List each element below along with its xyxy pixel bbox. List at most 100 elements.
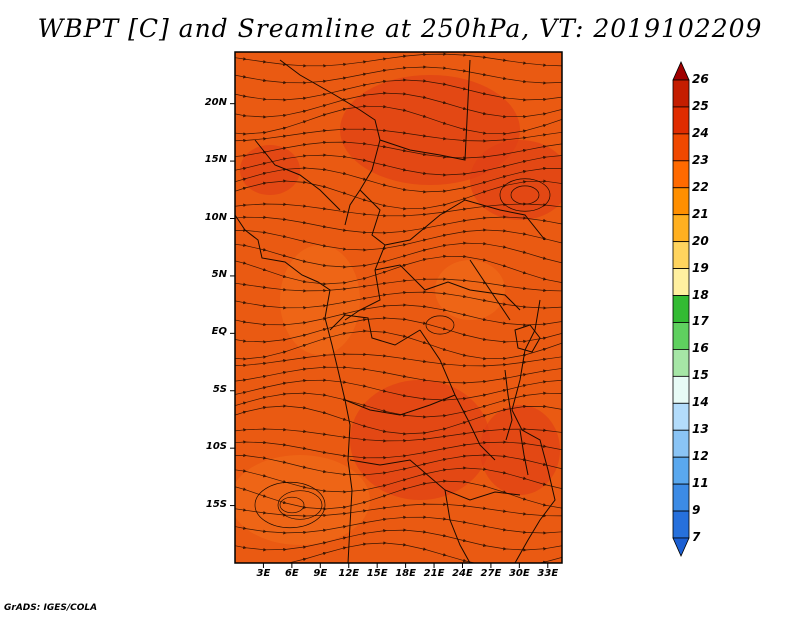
- colorbar-box: [672, 295, 690, 323]
- lake-malawi: [519, 429, 529, 476]
- colorbar-box: [672, 349, 690, 377]
- credit-text: GrADS: IGES/COLA: [4, 603, 98, 613]
- lat-label: 15S: [205, 498, 227, 510]
- colorbar-label: 17: [692, 314, 709, 329]
- lat-label: 10N: [204, 211, 227, 223]
- colorbar-box: [672, 510, 690, 539]
- streamline: [235, 352, 562, 368]
- border-7: [419, 329, 496, 461]
- circulation-swirl: [279, 496, 305, 514]
- colorbar-box: [672, 429, 690, 458]
- west-coastline: [235, 214, 353, 563]
- colorbar-label: 20: [692, 233, 709, 248]
- lat-label: 15N: [204, 154, 227, 166]
- lon-label: 33E: [537, 568, 559, 579]
- colorbar-label: 14: [692, 395, 709, 410]
- lon-label: 6E: [284, 568, 299, 579]
- streamline: [235, 52, 562, 68]
- colorbar-top-triangle: [672, 61, 690, 81]
- streamline: [235, 153, 562, 177]
- colorbar-box: [672, 106, 690, 135]
- colorbar-label: 25: [692, 98, 709, 113]
- lon-label: 15E: [366, 568, 388, 579]
- temperature-patch: [480, 405, 560, 495]
- temperature-patch: [280, 245, 360, 355]
- border-8: [344, 394, 456, 416]
- border-12: [254, 139, 341, 211]
- lon-label: 12E: [338, 568, 360, 579]
- colorbar-box: [672, 322, 690, 350]
- colorbar-label: 13: [692, 422, 709, 437]
- colorbar: [672, 61, 690, 557]
- colorbar-bottom-triangle: [672, 537, 690, 557]
- lon-label: 21E: [423, 568, 445, 579]
- colorbar-box: [672, 268, 690, 296]
- colorbar-label: 11: [692, 476, 709, 491]
- streamline: [235, 277, 562, 293]
- colorbar-box: [672, 160, 690, 189]
- border-6: [329, 314, 421, 346]
- lat-label: 5S: [212, 383, 227, 395]
- colorbar-label: 19: [692, 260, 709, 275]
- colorbar-label: 12: [692, 449, 709, 464]
- temperature-patch: [240, 145, 300, 195]
- streamline: [235, 541, 562, 563]
- circulation-swirl: [277, 490, 323, 520]
- border-2: [379, 59, 471, 161]
- border-11: [469, 259, 511, 321]
- border-1: [279, 59, 381, 226]
- circulation-swirl: [499, 178, 551, 212]
- lat-label: 5N: [211, 268, 227, 280]
- lon-label: 27E: [480, 568, 502, 579]
- coastlines-and-borders: [235, 59, 556, 563]
- chart-title: WBPT [C] and Sreamline at 250hPa, VT: 20…: [37, 14, 763, 43]
- temperature-patch: [470, 140, 562, 220]
- colorbar-box: [672, 483, 690, 512]
- colorbar-label: 15: [692, 368, 709, 383]
- circulation-swirl: [425, 315, 455, 335]
- east-coastline: [511, 299, 556, 563]
- colorbar-box: [672, 241, 690, 269]
- axis-ticks: [230, 103, 549, 568]
- wbpt-field: [235, 52, 562, 563]
- lon-label: 18E: [395, 568, 416, 579]
- colorbar-box: [672, 375, 690, 404]
- colorbar-label: 21: [692, 206, 709, 221]
- colorbar-label: 23: [692, 152, 709, 167]
- border-10: [444, 489, 471, 563]
- map-frame: [234, 51, 563, 564]
- streamline: [235, 254, 562, 286]
- lake-tanganyika: [504, 369, 513, 441]
- circulation-swirl: [510, 185, 540, 205]
- lon-label: 30E: [508, 568, 530, 579]
- colorbar-label: 16: [692, 341, 709, 356]
- colorbar-label: 24: [692, 125, 709, 140]
- streamline: [235, 479, 562, 511]
- lat-label: 20N: [204, 96, 227, 108]
- colorbar-label: 22: [692, 179, 709, 194]
- colorbar-box: [672, 79, 690, 108]
- streamline: [235, 127, 562, 143]
- streamlines: [235, 52, 562, 563]
- lake-victoria: [514, 324, 541, 353]
- lat-label: EQ: [211, 326, 227, 338]
- border-4: [384, 199, 546, 246]
- colorbar-box: [672, 187, 690, 216]
- colorbar-label: 18: [692, 287, 709, 302]
- colorbar-box: [672, 214, 690, 243]
- colorbar-label: 9: [692, 503, 701, 518]
- lon-label: 3E: [256, 568, 271, 579]
- lon-label: 24E: [452, 568, 473, 579]
- border-5: [374, 264, 521, 311]
- border-3: [344, 189, 386, 321]
- lat-label: 10S: [205, 441, 227, 453]
- colorbar-box: [672, 402, 690, 431]
- colorbar-label: 26: [692, 72, 709, 86]
- colorbar-box: [672, 456, 690, 485]
- colorbar-label: 7: [692, 530, 701, 544]
- circulation-swirl: [254, 481, 326, 529]
- lon-label: 9E: [313, 568, 328, 579]
- colorbar-box: [672, 133, 690, 162]
- streamline: [235, 502, 562, 518]
